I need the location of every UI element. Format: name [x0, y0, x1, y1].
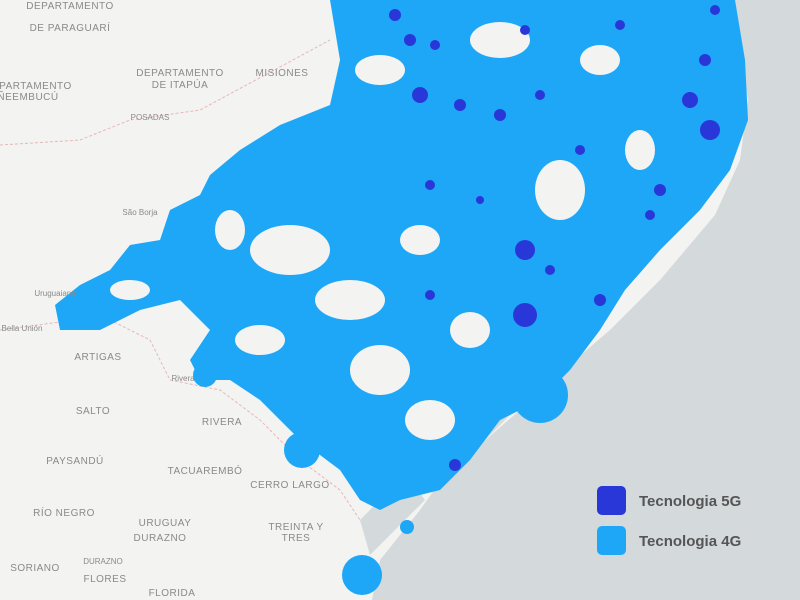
place-label: ÑEEMBUCÚ: [0, 90, 59, 103]
place-label: RÍO NEGRO: [33, 506, 95, 519]
coverage-5g: [389, 5, 720, 471]
place-label: SORIANO: [10, 563, 60, 574]
place-label: ARTIGAS: [74, 352, 121, 363]
coverage-4g: [55, 0, 748, 510]
legend-swatch: [597, 486, 626, 515]
place-label: Uruguaiana: [34, 289, 76, 298]
place-label: URUGUAY: [139, 518, 192, 529]
place-label: DURAZNO: [134, 533, 187, 544]
place-label: DE ITAPÚA: [152, 78, 209, 91]
place-label: Bella Unión: [2, 324, 43, 333]
place-label: DEPARTAMENTO: [136, 68, 224, 79]
place-label: São Borja: [122, 208, 158, 217]
place-label: Rivera: [171, 374, 195, 383]
place-label: DEPARTAMENTO: [0, 81, 72, 92]
coverage-4g: [400, 520, 414, 534]
ocean: [372, 0, 800, 600]
place-label: TRES: [282, 533, 311, 544]
legend-label: Tecnologia 4G: [639, 533, 741, 550]
legend: Tecnologia 5G Tecnologia 4G: [597, 486, 741, 555]
place-label: DE PARAGUARÍ: [30, 21, 111, 34]
place-label: CERRO LARGO: [250, 480, 329, 491]
legend-label: Tecnologia 5G: [639, 493, 741, 510]
legend-swatch: [597, 526, 626, 555]
place-label: TACUAREMBÓ: [168, 464, 243, 477]
place-label: SALTO: [76, 406, 110, 417]
coverage-holes: [110, 22, 655, 440]
place-label: TREINTA Y: [268, 522, 323, 533]
coverage-4g: [284, 432, 320, 468]
coverage-4g: [193, 363, 217, 387]
place-label: PAYSANDÚ: [46, 454, 104, 467]
place-label: DEPARTAMENTO: [26, 1, 114, 12]
place-label: FLORIDA: [149, 588, 196, 599]
place-labels: DEPARTAMENTO DE PARAGUARÍ DEPARTAMENTO Ñ…: [0, 1, 329, 599]
place-label: FLORES: [83, 574, 126, 585]
lagoon: [360, 480, 425, 555]
place-label: POSADAS: [131, 113, 170, 122]
place-label: MISIONES: [256, 68, 309, 79]
place-label: RIVERA: [202, 417, 242, 428]
place-label: DURAZNO: [83, 557, 123, 566]
coverage-4g: [342, 555, 382, 595]
coverage-4g: [512, 367, 568, 423]
